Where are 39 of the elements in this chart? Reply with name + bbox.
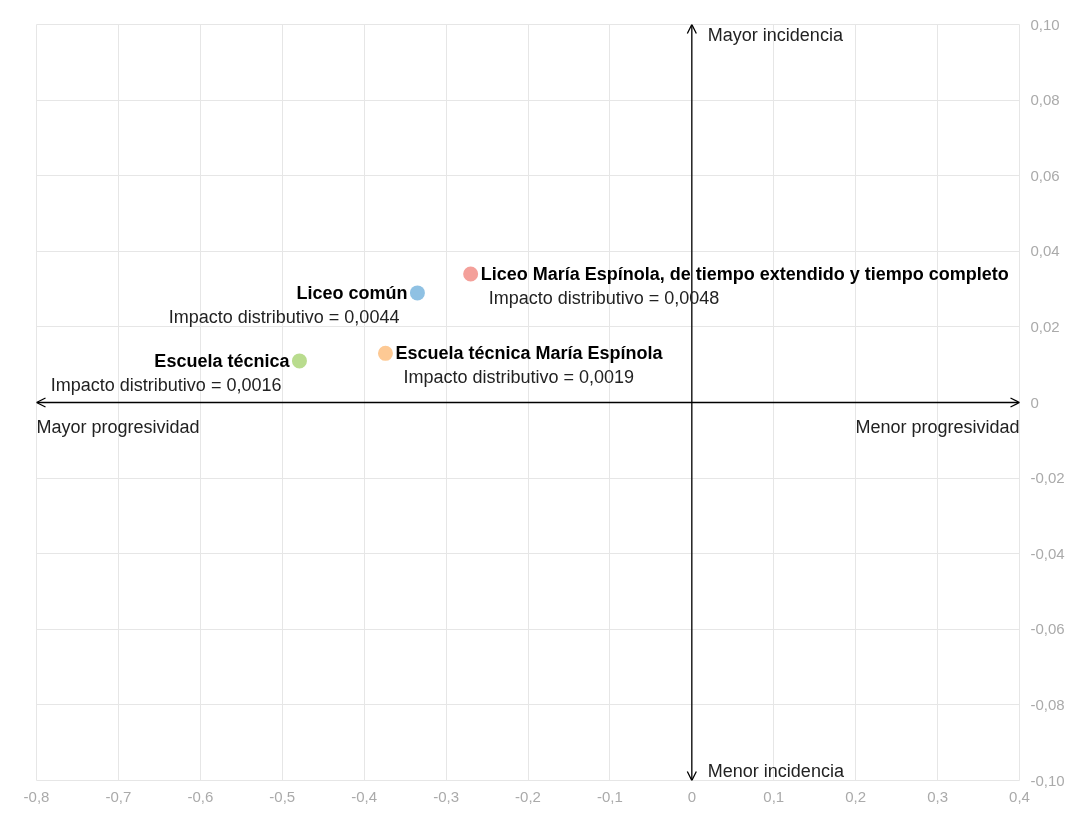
point: [377, 345, 393, 361]
x-tick-label: -0,7: [105, 787, 132, 805]
y-tick-label: -0,08: [1030, 695, 1065, 713]
x-tick-label: -0,8: [23, 787, 50, 805]
x-tick-label: -0,2: [515, 787, 541, 805]
point: [463, 266, 479, 282]
annotation: Mayor progresividad: [36, 416, 200, 437]
x-tick-label: 0,4: [1009, 787, 1030, 805]
point: [291, 353, 307, 369]
x-tick-label: 0,1: [763, 787, 785, 805]
x-tick-label: 0,2: [845, 787, 867, 805]
x-tick-label: -0,6: [187, 787, 214, 805]
point: [409, 285, 425, 301]
series-label: Escuela técnica María Espínola: [395, 343, 664, 364]
y-tick-label: 0,08: [1030, 91, 1060, 109]
x-tick-label: -0,1: [596, 787, 623, 805]
annotation: Menor incidencia: [707, 760, 845, 781]
x-tick-label: -0,4: [351, 787, 378, 805]
x-tick-label: -0,5: [269, 787, 296, 805]
series-label: Liceo María Espínola, de tiempo extendido y tiempo completo: [480, 263, 1009, 284]
y-tick-label: -0,04: [1030, 544, 1065, 562]
y-tick-label: -0,02: [1030, 469, 1065, 487]
y-tick-label: -0,06: [1030, 620, 1065, 638]
x-tick-label: 0: [687, 787, 697, 805]
y-tick-label: 0,04: [1030, 242, 1060, 260]
y-tick-label: 0,10: [1030, 15, 1060, 33]
y-tick-label: 0: [1030, 393, 1039, 411]
annotation: Impacto distributivo = 0,0016: [50, 374, 282, 395]
y-tick-label: -0,10: [1030, 771, 1065, 789]
series-label: Liceo común: [296, 282, 408, 303]
y-tick-label: 0,02: [1030, 317, 1060, 335]
annotation: Impacto distributivo = 0,0044: [168, 306, 400, 327]
annotation: Menor progresividad: [855, 416, 1020, 437]
annotation: Mayor incidencia: [707, 24, 844, 45]
x-tick-label: 0,3: [927, 787, 949, 805]
series-label: Escuela técnica: [154, 350, 291, 371]
y-tick-label: 0,06: [1030, 166, 1060, 184]
annotation: Impacto distributivo = 0,0019: [403, 367, 635, 388]
x-tick-label: -0,3: [433, 787, 460, 805]
